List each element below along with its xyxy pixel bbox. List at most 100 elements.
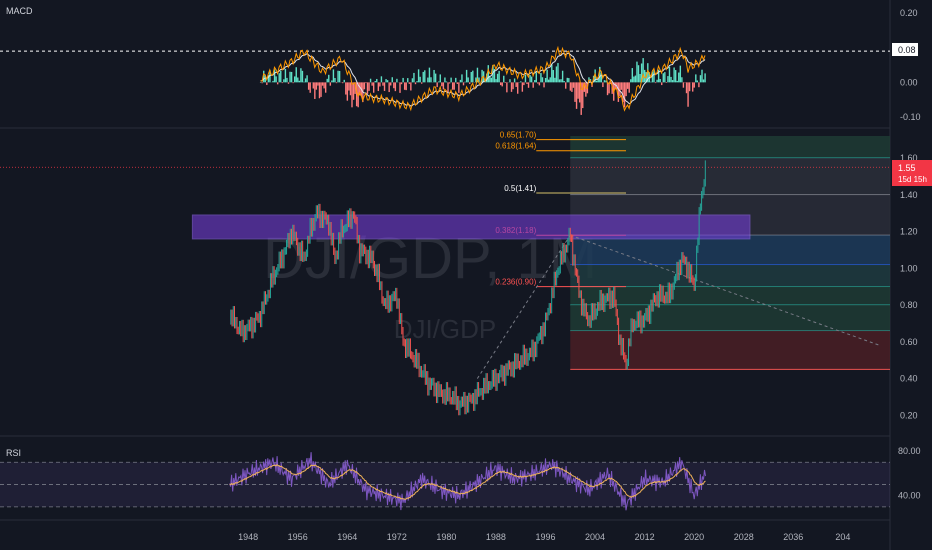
macd-histogram-bar	[496, 73, 499, 83]
macd-histogram-bar	[549, 77, 551, 83]
macd-histogram-bar	[634, 75, 637, 83]
macd-histogram-bar	[544, 77, 547, 83]
macd-histogram-bar	[396, 78, 398, 83]
fib-zone-band	[570, 286, 890, 306]
macd-histogram-bar	[307, 82, 310, 90]
macd-histogram-bar	[400, 82, 403, 85]
fib-level-label: 0.5(1.41)	[504, 184, 536, 193]
macd-histogram-bar	[386, 80, 389, 83]
macd-histogram-bar	[366, 82, 369, 94]
macd-axis-tick: 0.00	[900, 77, 918, 87]
macd-histogram-bar	[342, 82, 344, 84]
macd-histogram-bar	[617, 82, 620, 102]
macd-histogram-bar	[520, 81, 522, 83]
macd-histogram-bar	[678, 72, 680, 83]
macd-histogram-bar	[541, 77, 544, 83]
macd-histogram-bar	[281, 82, 284, 84]
macd-histogram-bar	[662, 73, 664, 83]
macd-histogram-bar	[524, 74, 527, 83]
macd-pane	[0, 45, 890, 115]
macd-histogram-bar	[478, 77, 480, 83]
fib-zone-band	[570, 264, 890, 287]
macd-histogram-bar	[351, 82, 353, 108]
macd-histogram-bar	[503, 75, 505, 83]
macd-histogram-bar	[312, 82, 314, 89]
macd-histogram-bar	[657, 69, 660, 83]
macd-histogram-bar	[372, 82, 375, 93]
macd-histogram-bar	[416, 81, 418, 83]
macd-histogram-bar	[487, 65, 489, 83]
macd-histogram-bar	[448, 82, 451, 84]
macd-histogram-bar	[306, 75, 308, 83]
macd-histogram-bar	[583, 82, 586, 92]
macd-histogram-bar	[390, 82, 392, 86]
macd-histogram-bar	[668, 66, 671, 83]
macd-histogram-bar	[569, 82, 572, 91]
macd-histogram-bar	[647, 63, 649, 83]
macd-histogram-bar	[609, 82, 612, 85]
resistance-band-rect	[191, 214, 751, 240]
macd-histogram-bar	[269, 70, 271, 83]
macd-histogram-bar	[439, 74, 441, 83]
macd-histogram-bar	[324, 82, 327, 93]
macd-histogram-bar	[572, 82, 575, 88]
macd-histogram-bar	[499, 82, 502, 86]
macd-histogram-bar	[444, 77, 446, 83]
fib-zone-band	[570, 235, 890, 265]
macd-histogram-bar	[687, 82, 689, 107]
macd-histogram-bar	[402, 77, 404, 83]
macd-histogram-bar	[266, 82, 268, 85]
macd-histogram-bar	[273, 69, 276, 83]
macd-histogram-bar	[527, 82, 530, 88]
trend-line[interactable]	[0, 166, 890, 379]
fib-zone-band	[570, 158, 890, 195]
macd-histogram-bar	[472, 70, 474, 83]
price-axis[interactable]: 0.200.400.600.801.001.201.401.600.200.10…	[898, 8, 921, 501]
macd-histogram-bar	[637, 65, 640, 83]
macd-histogram-bar	[428, 67, 431, 83]
macd-histogram-bar	[552, 70, 555, 83]
time-axis-tick: 1964	[337, 532, 357, 542]
macd-histogram-bar	[430, 77, 432, 83]
macd-histogram-bar	[292, 82, 294, 84]
macd-histogram-bar	[451, 82, 454, 90]
macd-histogram-bar	[328, 74, 330, 83]
price-axis-tick: 1.40	[900, 190, 918, 200]
macd-histogram-bar	[465, 69, 468, 83]
time-axis-tick: 1996	[535, 532, 555, 542]
macd-histogram-bar	[681, 77, 683, 83]
price-axis-tick: 1.20	[900, 227, 918, 237]
macd-histogram-bar	[490, 77, 493, 83]
macd-histogram-bar	[456, 82, 459, 84]
macd-histogram-bar	[289, 71, 291, 83]
rsi-axis-tick: 80.00	[898, 446, 921, 456]
macd-histogram-bar	[300, 68, 302, 83]
time-axis[interactable]: 1948 1956 1964 1972 1980 1988 1996 2004 2012 2020…	[238, 532, 850, 542]
macd-histogram-bar	[388, 82, 390, 93]
rsi-ma-line	[229, 463, 706, 500]
macd-histogram-bar	[320, 82, 322, 97]
macd-histogram-bar	[450, 77, 452, 83]
macd-histogram-bar	[419, 76, 421, 83]
fib-level-label: 0.236(0.90)	[495, 278, 536, 287]
macd-histogram-bar	[698, 82, 700, 88]
macd-histogram-bar	[602, 82, 604, 88]
macd-histogram-bar	[315, 82, 318, 90]
macd-histogram-bar	[318, 82, 321, 99]
macd-histogram-bar	[603, 80, 606, 83]
macd-histogram-bar	[408, 82, 411, 84]
macd-histogram-bar	[286, 77, 288, 83]
macd-histogram-bar	[619, 82, 621, 97]
macd-histogram-bar	[537, 82, 539, 84]
macd-histogram-bar	[259, 82, 262, 83]
macd-histogram-bar	[391, 77, 393, 83]
fib-level-label: 0.65(1.70)	[500, 131, 537, 140]
macd-histogram-bar	[509, 79, 511, 83]
macd-histogram-bar	[523, 82, 525, 86]
macd-histogram-bar	[605, 80, 607, 83]
resistance-band[interactable]	[191, 214, 751, 240]
macd-histogram-bar	[656, 79, 658, 83]
macd-histogram-bar	[326, 78, 328, 83]
macd-histogram-bar	[331, 80, 333, 83]
